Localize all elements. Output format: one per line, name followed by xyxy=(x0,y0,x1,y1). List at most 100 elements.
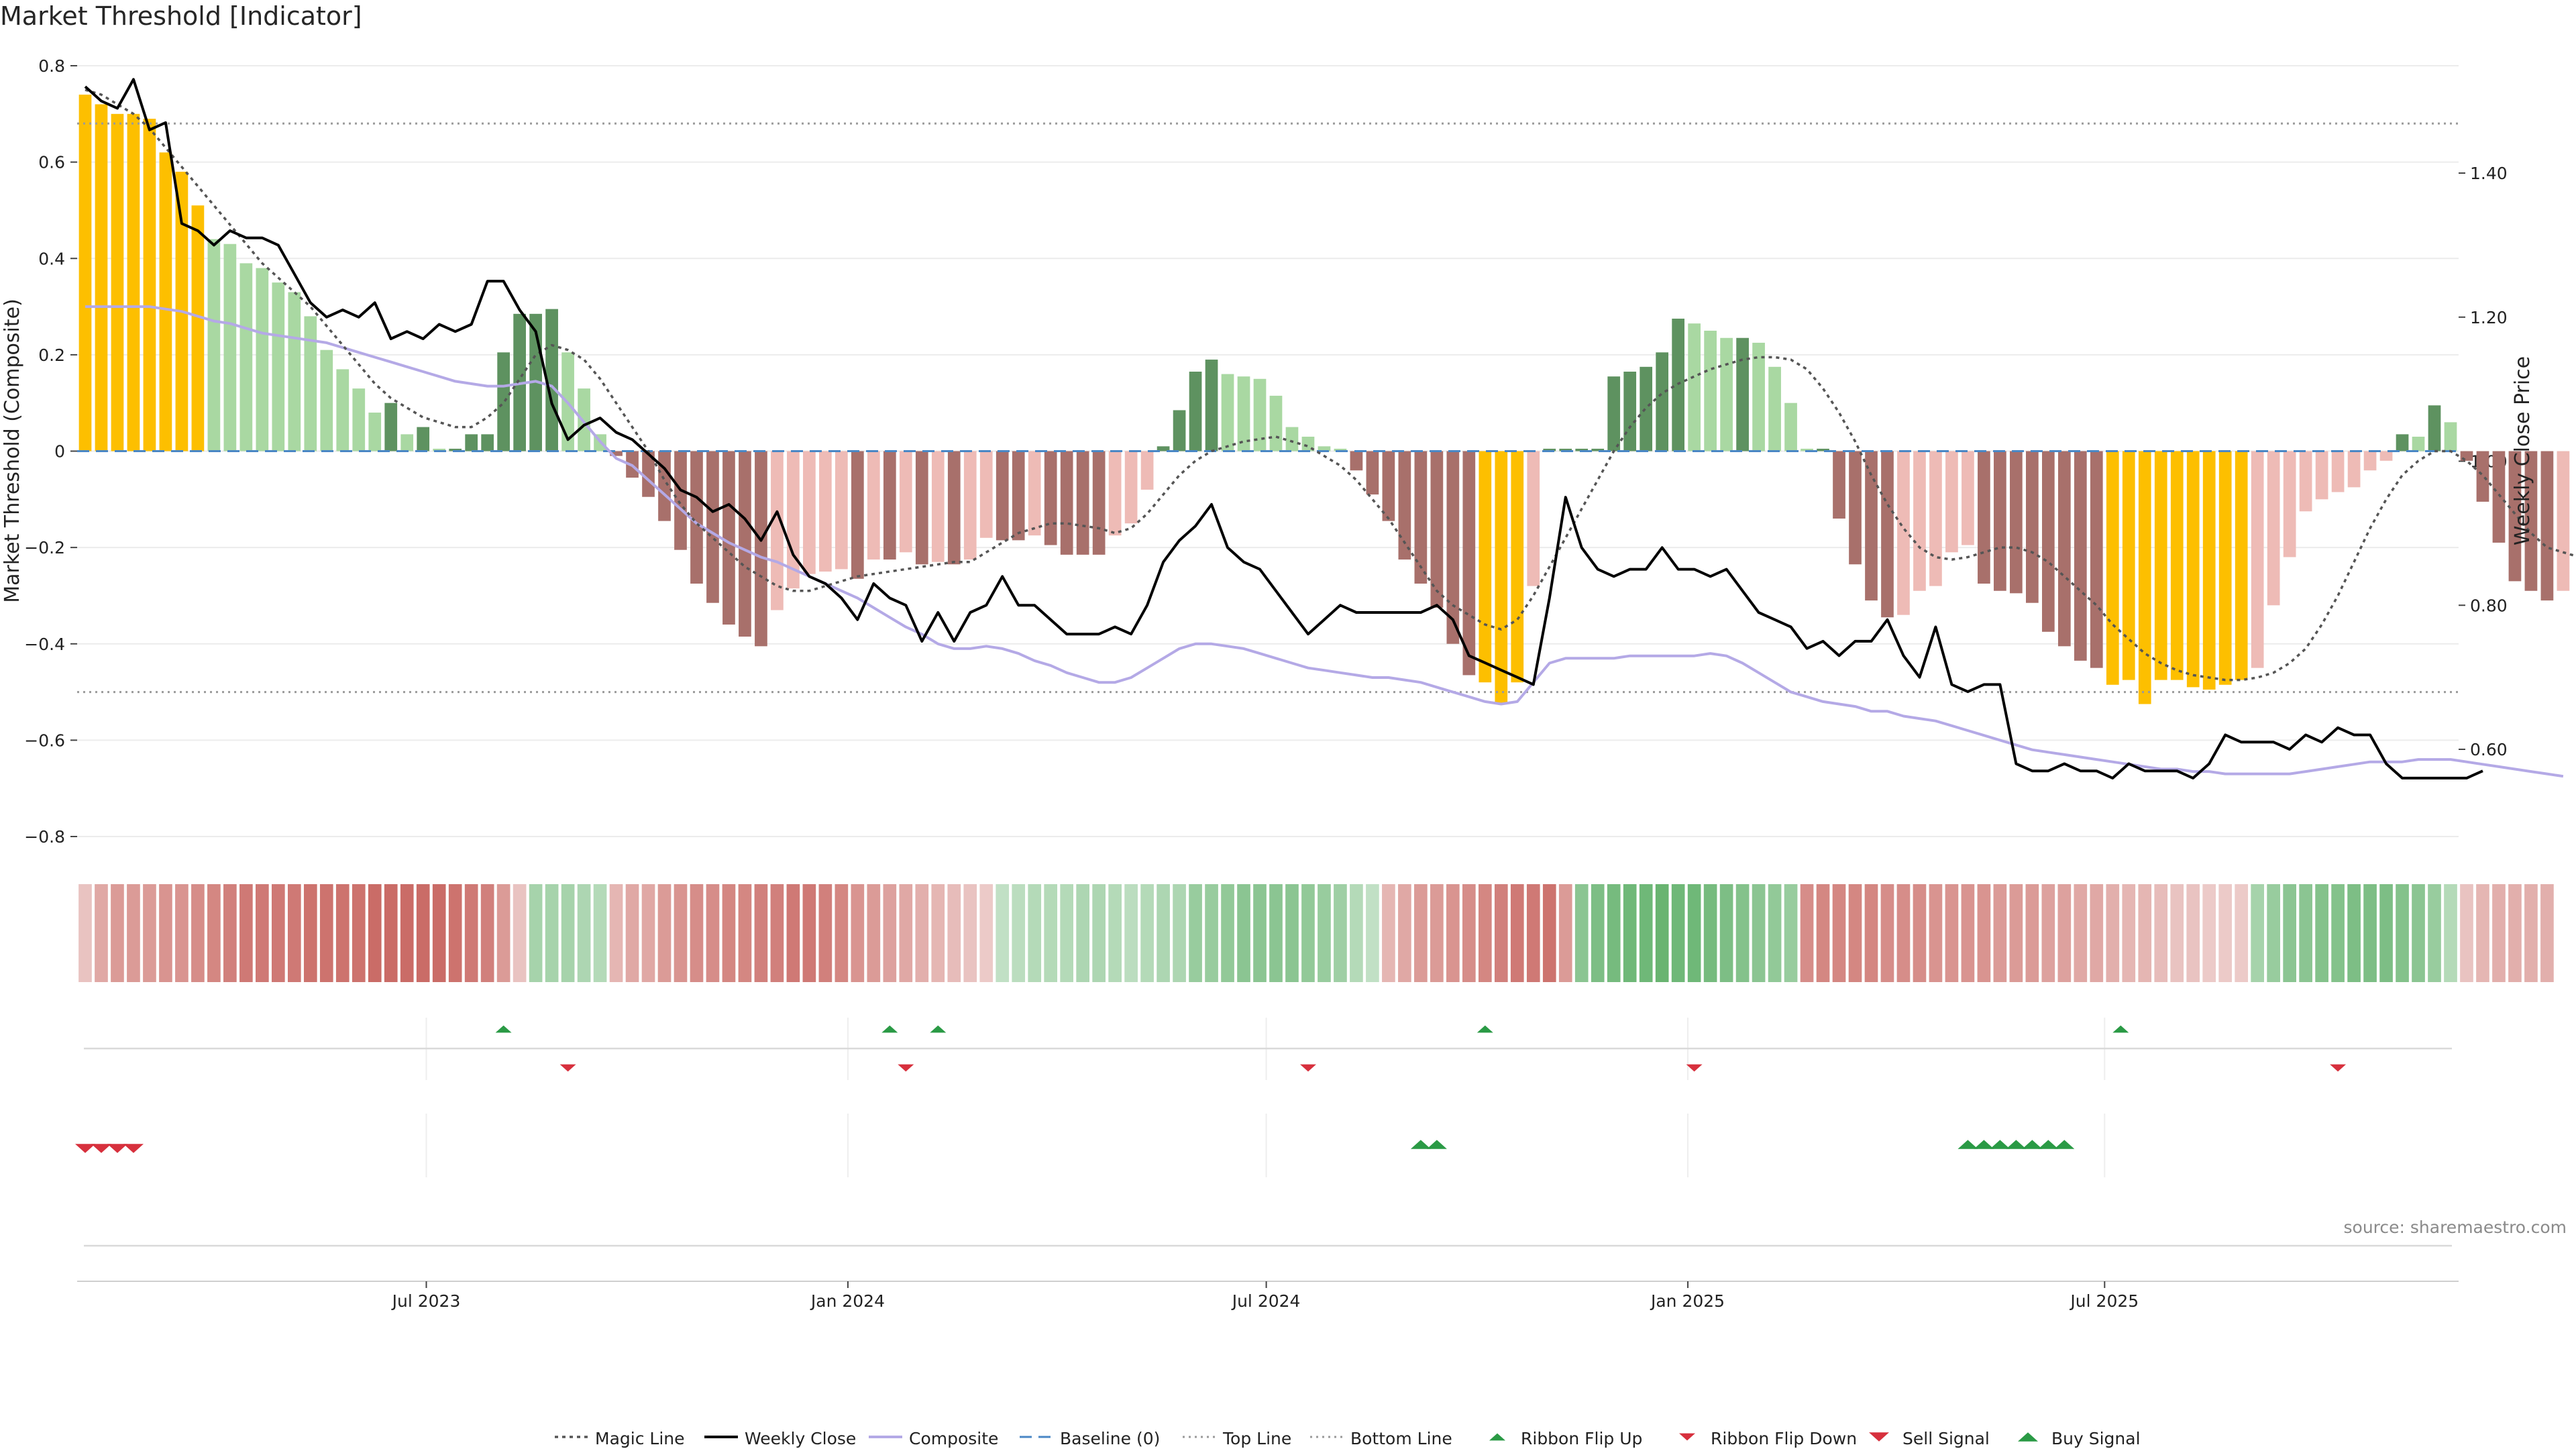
composite-bar xyxy=(1994,451,2006,591)
ribbon-cell xyxy=(2202,884,2216,982)
composite-bar xyxy=(207,239,221,451)
composite-bar xyxy=(2218,451,2232,685)
ribbon-cell xyxy=(2347,884,2361,982)
composite-bar xyxy=(1092,451,1106,555)
composite-bar xyxy=(2396,434,2409,451)
y-tick-label: 0.4 xyxy=(38,249,65,268)
ribbon-cell xyxy=(625,884,639,982)
composite-bar xyxy=(95,104,108,451)
ribbon-cell xyxy=(1913,884,1927,982)
composite-bar xyxy=(706,451,719,603)
composite-bar xyxy=(1108,451,1122,536)
composite-bar xyxy=(867,451,880,560)
ribbon-cell xyxy=(127,884,140,982)
ribbon-cell xyxy=(899,884,913,982)
ribbon-flip-down-marker xyxy=(559,1064,576,1072)
composite-bar xyxy=(2186,451,2200,688)
ribbon-cell xyxy=(1574,884,1589,982)
x-tick-label: Jul 2025 xyxy=(2069,1291,2139,1311)
ribbon-cell xyxy=(319,884,333,982)
ribbon-cell xyxy=(2267,884,2280,982)
y2-tick-label: 0.80 xyxy=(2470,596,2508,615)
composite-bar xyxy=(1559,448,1572,451)
composite-bar xyxy=(690,451,703,584)
ribbon-cell xyxy=(529,884,543,982)
ribbon-cell xyxy=(1655,884,1669,982)
buy-signal-marker xyxy=(1990,1140,2010,1149)
legend-label: Bottom Line xyxy=(1350,1429,1452,1448)
ribbon-cell xyxy=(400,884,414,982)
composite-bar xyxy=(739,451,751,637)
composite-bar xyxy=(2557,451,2570,591)
composite-bar xyxy=(1495,451,1508,704)
composite-bar xyxy=(771,451,784,610)
composite-bar xyxy=(835,451,848,570)
ribbon-flip-up-marker xyxy=(881,1025,898,1033)
ribbon-cell xyxy=(1189,884,1202,982)
legend-item: Composite xyxy=(869,1429,998,1448)
composite-bar xyxy=(2057,451,2071,647)
composite-bar xyxy=(1028,451,1041,536)
ribbon-cell xyxy=(2540,884,2554,982)
composite-bar xyxy=(2347,451,2361,488)
ribbon-cell xyxy=(1366,884,1379,982)
composite-bar xyxy=(1656,352,1669,451)
ribbon-cell xyxy=(1318,884,1331,982)
ribbon-cell xyxy=(1752,884,1766,982)
ribbon-cell xyxy=(111,884,124,982)
buy-signal-marker xyxy=(1426,1140,1447,1149)
composite-bar xyxy=(2299,451,2312,512)
composite-bar xyxy=(931,451,945,562)
ribbon-cell xyxy=(368,884,382,982)
composite-bar xyxy=(1833,451,1845,519)
composite-bar xyxy=(2315,451,2328,500)
composite-bar xyxy=(578,388,590,451)
legend-item: Weekly Close xyxy=(704,1429,856,1448)
sell-signal-marker xyxy=(75,1144,95,1153)
ribbon-flip-down-marker xyxy=(1300,1064,1316,1072)
ribbon-cell xyxy=(657,884,672,982)
composite-bar xyxy=(819,451,832,572)
composite-bar xyxy=(947,451,961,565)
composite-bar xyxy=(1221,374,1234,451)
ribbon-cell xyxy=(335,884,350,982)
ribbon-cell xyxy=(207,884,221,982)
ribbon-cell xyxy=(770,884,784,982)
composite-bar xyxy=(2379,451,2393,461)
signal-panels xyxy=(75,1018,2452,1247)
composite-bar xyxy=(1929,451,1942,586)
ribbon-cell xyxy=(2041,884,2055,982)
composite-bar xyxy=(2492,451,2506,543)
ribbon-cell xyxy=(818,884,833,982)
ribbon-cell xyxy=(2106,884,2120,982)
legend-item: Sell Signal xyxy=(1869,1429,1990,1448)
ribbon-cell xyxy=(1382,884,1395,982)
ribbon-cell xyxy=(2412,884,2425,982)
ribbon-cell xyxy=(979,884,994,982)
ribbon-cell xyxy=(1993,884,2007,982)
weekly-close-line xyxy=(84,78,2483,780)
ribbon-cell xyxy=(1398,884,1411,982)
ribbon-flip-up-marker xyxy=(1477,1025,1493,1033)
composite-bar xyxy=(1543,448,1556,451)
ribbon-cell xyxy=(1639,884,1653,982)
composite-bar xyxy=(304,316,317,451)
composite-bar xyxy=(674,451,687,550)
ribbon-cell xyxy=(239,884,253,982)
buy-signal-marker xyxy=(1410,1140,1431,1149)
legend-swatch-triangle xyxy=(1869,1432,1889,1442)
composite-bar xyxy=(1237,376,1250,451)
source-credit: source: sharemaestro.com xyxy=(2343,1218,2567,1237)
legend-item: Baseline (0) xyxy=(1020,1429,1160,1448)
ribbon-cell xyxy=(1961,884,1975,982)
composite-bar xyxy=(1462,451,1476,676)
composite-bar xyxy=(1913,451,1926,591)
ribbon-cell xyxy=(996,884,1010,982)
composite-bar xyxy=(433,448,446,451)
composite-bar xyxy=(1350,451,1363,471)
y2-tick-label: 1.20 xyxy=(2470,308,2508,327)
composite-bar xyxy=(1752,342,1765,451)
legend-swatch-triangle xyxy=(1489,1433,1505,1441)
composite-bar xyxy=(1720,337,1733,451)
ribbon-cell xyxy=(2331,884,2345,982)
